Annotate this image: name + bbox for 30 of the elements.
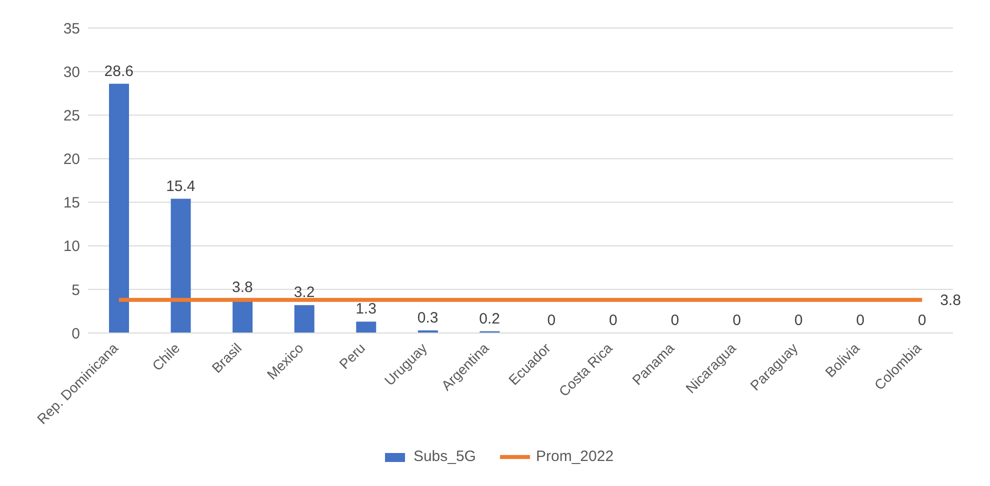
data-label: 0.2	[479, 310, 500, 328]
data-label: 0	[732, 312, 741, 329]
legend-label: Prom_2022	[536, 448, 614, 465]
y-tick-label: 10	[63, 238, 80, 256]
data-label: 3.8	[940, 292, 961, 309]
y-tick-label: 15	[63, 194, 80, 212]
data-label: 28.6	[104, 62, 134, 80]
data-label: 15.4	[166, 178, 196, 195]
y-tick-label: 30	[63, 64, 80, 81]
legend-label: Subs_5G	[413, 448, 476, 465]
data-label: 0.3	[417, 309, 438, 326]
bar	[356, 322, 376, 333]
y-tick-label: 20	[63, 151, 80, 168]
data-label: 0	[918, 312, 926, 329]
data-label: 3.2	[294, 284, 315, 302]
bar	[109, 84, 129, 333]
bar	[170, 198, 191, 333]
bar	[294, 305, 314, 333]
y-tick-label: 5	[72, 282, 80, 299]
bar	[232, 300, 253, 333]
data-label: 0	[794, 312, 803, 329]
y-tick-label: 35	[63, 20, 80, 38]
data-label: 0	[547, 312, 556, 329]
data-label: 0	[670, 312, 680, 329]
data-label: 0	[609, 312, 618, 329]
data-label: 3.8	[232, 278, 253, 296]
y-tick-label: 25	[63, 107, 80, 124]
data-label: 0	[856, 312, 864, 329]
data-label: 1.3	[356, 300, 376, 318]
y-tick-label: 0	[72, 325, 80, 342]
